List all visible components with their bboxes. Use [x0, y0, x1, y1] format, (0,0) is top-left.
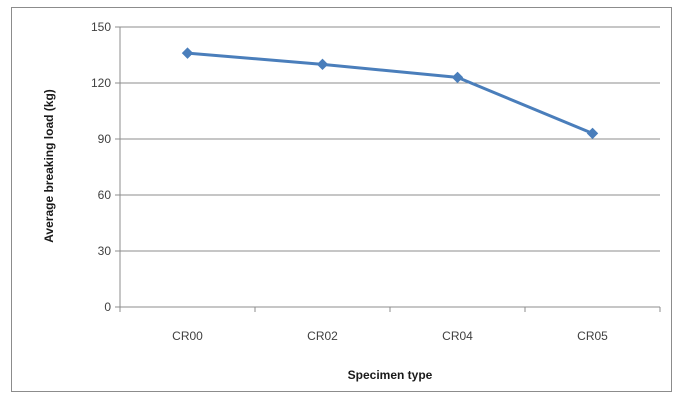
y-tick-label: 30	[98, 244, 112, 258]
x-tick-labels: CR00 CR02 CR04 CR05	[172, 329, 608, 343]
data-point	[181, 47, 194, 59]
series-group	[181, 47, 599, 140]
chart-frame	[11, 7, 672, 392]
series-line	[187, 51, 594, 135]
x-axis-title: Specimen type	[348, 368, 433, 382]
x-tick-label: CR02	[307, 329, 338, 343]
x-tick-label: CR00	[172, 329, 203, 343]
y-tick-label: 120	[91, 76, 111, 90]
data-point	[586, 127, 599, 140]
data-point	[316, 58, 329, 71]
y-tick-label: 150	[91, 20, 111, 34]
x-tick-label: CR05	[577, 329, 608, 343]
gridlines	[120, 26, 660, 252]
y-tick-label: 0	[104, 300, 111, 314]
axes	[115, 26, 661, 312]
x-tick-label: CR04	[442, 329, 473, 343]
y-tick-labels: 0 30 60 90 120 150	[91, 20, 111, 314]
y-tick-label: 60	[98, 188, 112, 202]
y-axis-title: Average breaking load (kg)	[42, 89, 56, 243]
data-point	[451, 71, 464, 84]
y-tick-label: 90	[98, 132, 112, 146]
